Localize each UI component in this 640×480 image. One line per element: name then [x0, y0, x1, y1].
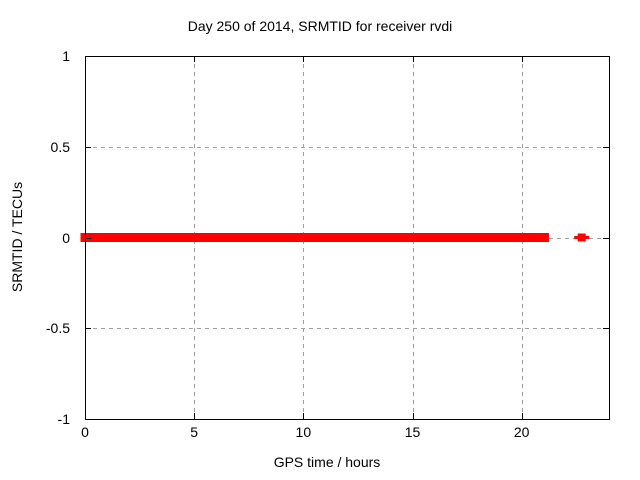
data-point-marker	[577, 233, 586, 242]
y-tick-label: 1	[62, 48, 70, 64]
x-tick-label: 15	[404, 424, 421, 440]
x-tick-label: 10	[295, 424, 312, 440]
y-tick-label: -1	[57, 411, 70, 427]
y-tick-label: -0.5	[45, 320, 70, 337]
x-axis-label: GPS time / hours	[273, 454, 381, 470]
y-tick-label: 0	[62, 229, 70, 246]
x-tick-label: 20	[513, 424, 530, 440]
y-tick-label: 0.5	[50, 138, 70, 155]
x-tick-label: 5	[190, 424, 199, 440]
data-series-dense-run	[80, 233, 549, 242]
x-tick-label: 0	[81, 424, 89, 440]
chart-title: Day 250 of 2014, SRMTID for receiver rvd…	[187, 18, 453, 34]
